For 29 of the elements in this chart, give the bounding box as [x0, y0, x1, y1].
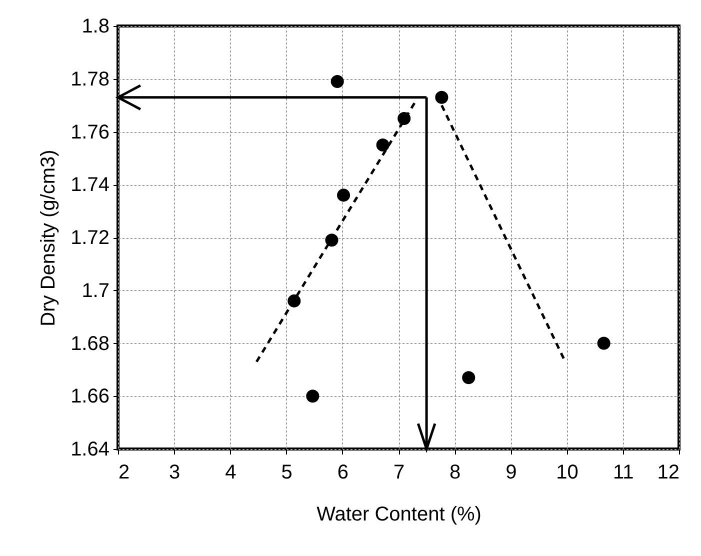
x-tick-label: 8 [450, 462, 461, 484]
x-tick-label: 12 [657, 462, 680, 484]
point [376, 138, 390, 152]
point [597, 336, 610, 350]
point [462, 371, 476, 384]
y-tick-label: 1.74 [70, 174, 110, 196]
x-tick-label: 6 [337, 462, 348, 484]
x-tick-label: 2 [118, 462, 130, 484]
y-tick-label: 1.7 [82, 280, 110, 302]
point [330, 75, 344, 88]
point [337, 188, 350, 202]
point [306, 390, 320, 403]
y-axis-title: Dry Density (g/cm3) [38, 150, 60, 326]
x-tick-label: 4 [225, 462, 236, 484]
x-tick-label: 11 [613, 462, 634, 484]
y-tick-label: 1.66 [70, 386, 110, 408]
x-tick-label: 3 [169, 462, 180, 484]
y-tick-label: 1.68 [70, 332, 110, 355]
point [435, 90, 448, 104]
y-tick-label: 1.78 [70, 68, 110, 90]
x-axis-title: Water Content (%) [316, 504, 482, 526]
y-tick-label: 1.76 [70, 121, 110, 144]
y-tick-label: 1.64 [70, 438, 110, 460]
y-tick-label: 1.8 [82, 16, 110, 38]
x-tick-label: 10 [556, 462, 578, 484]
x-tick-label: 5 [281, 462, 292, 484]
x-tick-label: 7 [393, 462, 405, 484]
x-tick-label: 9 [506, 462, 517, 484]
y-tick-label: 1.72 [70, 227, 110, 249]
